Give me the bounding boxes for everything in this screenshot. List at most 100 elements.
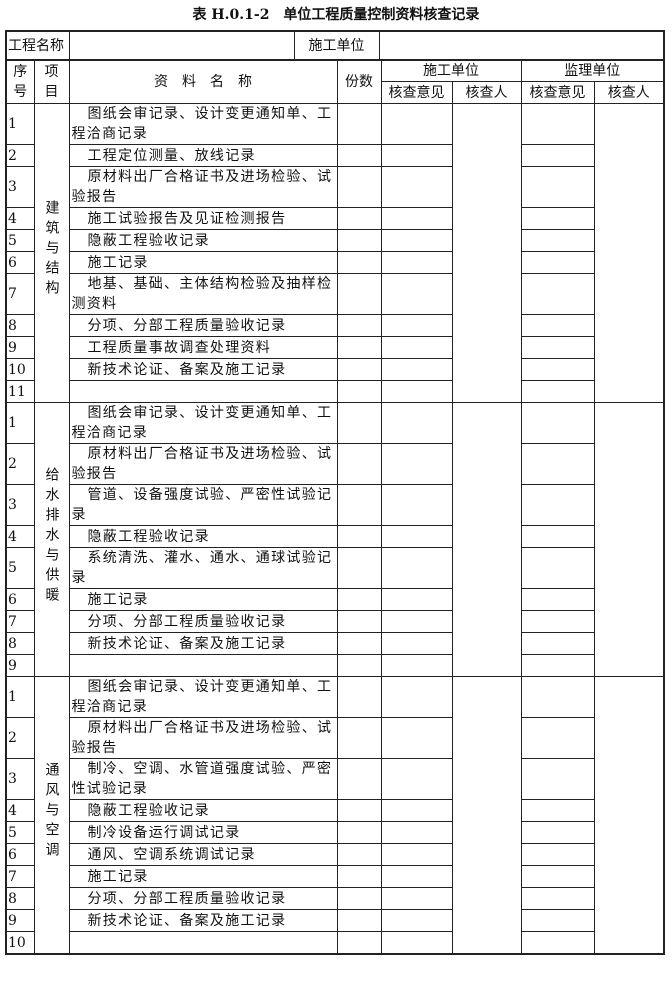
opinion — [520, 273, 595, 315]
row: 6 施工记录 — [5, 251, 664, 274]
item-name: 工程质量事故调查处理资料 — [68, 336, 338, 359]
count — [336, 865, 382, 888]
category: 给水排水与供暖 — [43, 466, 60, 607]
count — [336, 166, 382, 208]
count — [336, 843, 382, 866]
row: 5 系统清洗、灌水、通水、通球试验记录 — [5, 547, 664, 589]
col-name: 资 料 名 称 — [68, 59, 338, 104]
checker — [451, 676, 522, 955]
seq: 6 — [5, 843, 35, 866]
opinion — [380, 207, 453, 230]
count — [336, 229, 382, 252]
count — [336, 402, 382, 444]
count — [336, 443, 382, 485]
opinion — [380, 336, 453, 359]
col-supervision: 监理单位 — [520, 59, 665, 82]
seq: 1 — [5, 676, 35, 718]
item-name: 施工记录 — [68, 588, 338, 611]
count — [336, 610, 382, 633]
seq: 2 — [5, 717, 35, 759]
opinion — [520, 207, 595, 230]
col-opinion: 核查意见 — [520, 81, 595, 104]
construction-unit-label: 施工单位 — [293, 30, 380, 61]
seq: 8 — [5, 314, 35, 337]
row: 3 管道、设备强度试验、严密性试验记录 — [5, 484, 664, 526]
row: 1 通风与空调 图纸会审记录、设计变更通知单、工程洽商记录 — [5, 676, 665, 955]
opinion — [520, 632, 595, 655]
row: 2 工程定位测量、放线记录 — [5, 144, 664, 167]
opinion — [520, 588, 595, 611]
opinion — [380, 358, 453, 381]
seq: 1 — [5, 103, 35, 145]
checker — [451, 402, 522, 677]
seq: 4 — [5, 207, 35, 230]
count — [336, 358, 382, 381]
opinion — [520, 525, 595, 548]
checker — [593, 103, 665, 403]
opinion — [380, 758, 453, 800]
col-construction: 施工单位 — [380, 59, 522, 82]
construction-unit-value — [378, 30, 665, 61]
seq: 10 — [5, 358, 35, 381]
opinion — [520, 380, 595, 403]
project-name-value — [68, 30, 295, 61]
item-name: 分项、分部工程质量验收记录 — [68, 314, 338, 337]
count — [336, 547, 382, 589]
count — [336, 207, 382, 230]
item-name: 原材料出厂合格证书及进场检验、试验报告 — [68, 443, 338, 485]
opinion — [520, 931, 595, 955]
row: 7 分项、分部工程质量验收记录 — [5, 610, 664, 633]
seq: 5 — [5, 547, 35, 589]
seq: 5 — [5, 229, 35, 252]
row: 7 施工记录 — [5, 865, 664, 888]
opinion — [380, 547, 453, 589]
row: 9 工程质量事故调查处理资料 — [5, 336, 664, 359]
opinion — [380, 632, 453, 655]
count — [336, 588, 382, 611]
opinion — [520, 758, 595, 800]
col-checker: 核查人 — [451, 81, 522, 104]
opinion — [380, 273, 453, 315]
opinion — [380, 654, 453, 677]
seq: 6 — [5, 251, 35, 274]
opinion — [520, 654, 595, 677]
opinion — [380, 251, 453, 274]
item-name: 施工记录 — [68, 251, 338, 274]
opinion — [380, 443, 453, 485]
opinion — [520, 887, 595, 910]
row: 4 隐蔽工程验收记录 — [5, 799, 664, 822]
opinion — [520, 103, 595, 145]
count — [336, 909, 382, 932]
category-cell: 通风与空调 — [33, 676, 70, 955]
opinion — [380, 821, 453, 844]
seq: 6 — [5, 588, 35, 611]
opinion — [520, 144, 595, 167]
row: 5 隐蔽工程验收记录 — [5, 229, 664, 252]
col-checker: 核查人 — [593, 81, 665, 104]
item-name: 新技术论证、备案及施工记录 — [68, 909, 338, 932]
item-name: 工程定位测量、放线记录 — [68, 144, 338, 167]
opinion — [380, 865, 453, 888]
count — [336, 525, 382, 548]
opinion — [520, 909, 595, 932]
opinion — [520, 843, 595, 866]
opinion — [520, 251, 595, 274]
opinion — [520, 229, 595, 252]
item-name: 地基、基础、主体结构检验及抽样检测资料 — [68, 273, 338, 315]
item-name: 分项、分部工程质量验收记录 — [68, 610, 338, 633]
item-name: 图纸会审记录、设计变更通知单、工程洽商记录 — [68, 103, 338, 145]
opinion — [380, 144, 453, 167]
count — [336, 484, 382, 526]
column-subheader-row: 核查意见 核查人 核查意见 核查人 — [6, 81, 665, 104]
item-name: 管道、设备强度试验、严密性试验记录 — [68, 484, 338, 526]
item-name: 图纸会审记录、设计变更通知单、工程洽商记录 — [68, 402, 338, 444]
opinion — [380, 402, 453, 444]
row: 9 — [5, 654, 664, 677]
seq: 7 — [5, 610, 35, 633]
seq: 7 — [5, 865, 35, 888]
opinion — [520, 821, 595, 844]
row: 9 新技术论证、备案及施工记录 — [5, 909, 664, 932]
item-name: 隐蔽工程验收记录 — [68, 799, 338, 822]
seq: 4 — [5, 799, 35, 822]
opinion — [520, 484, 595, 526]
